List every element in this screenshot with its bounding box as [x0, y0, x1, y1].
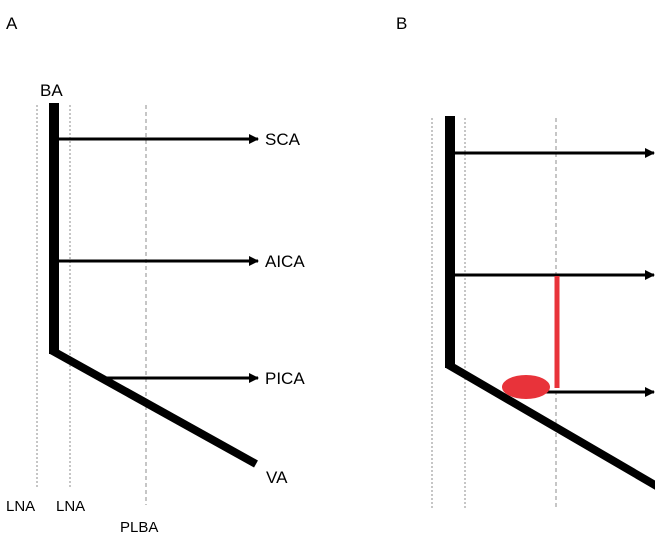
panel-b-descending-vessel — [444, 360, 655, 490]
trunk-label: BA — [40, 81, 63, 100]
panel-a: A BA SCA AICA PICA VA LNA LNA PLBA — [6, 14, 305, 536]
panel-b: B — [396, 14, 655, 508]
branch-label-1: SCA — [265, 130, 301, 149]
reference-line-label-1: LNA — [6, 498, 35, 515]
descending-vessel — [49, 346, 258, 468]
descending-label: VA — [266, 468, 288, 487]
highlight-oval — [502, 375, 550, 399]
panel-a-letter: A — [6, 14, 18, 33]
branch-label-2: AICA — [265, 252, 305, 271]
reference-line-label-3: PLBA — [120, 519, 158, 536]
panel-b-letter: B — [396, 14, 407, 33]
branch-label-3: PICA — [265, 369, 305, 388]
reference-line-label-2: LNA — [56, 498, 85, 515]
